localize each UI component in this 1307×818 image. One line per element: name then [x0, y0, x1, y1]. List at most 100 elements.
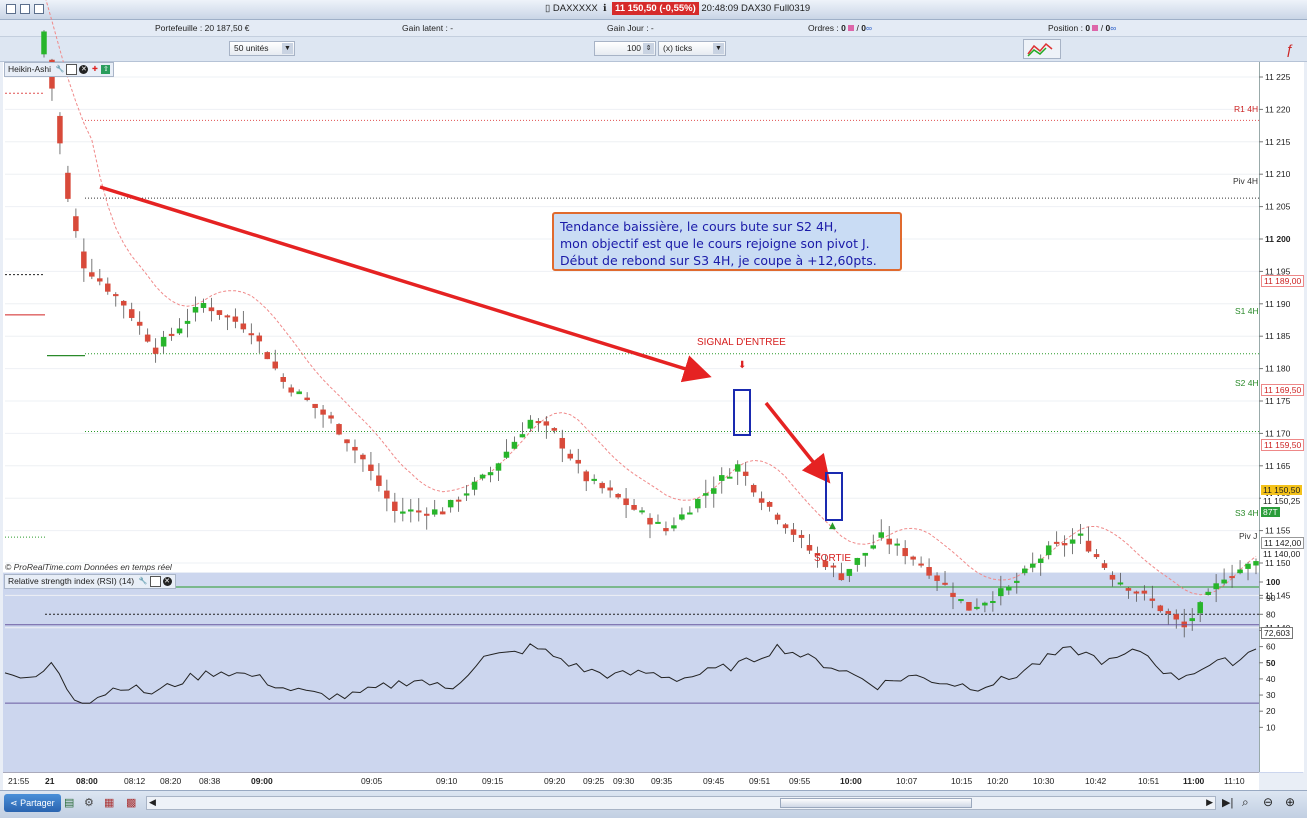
minimize-window-icon[interactable]: [20, 4, 30, 14]
s3-label: S3 4H: [1235, 508, 1259, 518]
candle-body: [1237, 569, 1243, 574]
candle-body: [400, 511, 406, 514]
info-icon[interactable]: ℹ: [603, 3, 607, 14]
price-tick-label: 11 175: [1265, 396, 1291, 406]
time-tick-label: 09:00: [251, 776, 273, 786]
rsi-tick-label: 100: [1266, 577, 1280, 587]
moving-average-path: [45, 0, 1257, 596]
candle-body: [1205, 591, 1211, 595]
price-tick-label: 11 200: [1265, 234, 1291, 244]
time-tick-label: 09:55: [789, 776, 811, 786]
scrollbar-thumb[interactable]: [780, 798, 972, 808]
wrench-icon[interactable]: 🔧: [55, 66, 65, 74]
ticks-value-input[interactable]: 100 ⇕: [594, 41, 656, 56]
fast-forward-icon[interactable]: ▶|: [1222, 797, 1234, 809]
price-axis[interactable]: [1259, 62, 1304, 772]
candle-body: [695, 498, 701, 509]
portfolio-icon[interactable]: ▩: [126, 797, 137, 809]
price-badge-140: 11 140,00: [1261, 549, 1303, 559]
candle-body: [766, 501, 773, 507]
scroll-left-icon[interactable]: ◀: [149, 797, 156, 807]
time-tick-label: 21: [45, 776, 55, 786]
time-tick-label: 09:20: [544, 776, 566, 786]
annotation-line: Tendance baissière, le cours bute sur S2…: [560, 219, 838, 234]
maximize-window-icon[interactable]: [34, 4, 44, 14]
chart-type-button[interactable]: [1023, 39, 1061, 59]
rsi-path: [4, 643, 1257, 704]
price-tick-label: 11 210: [1265, 169, 1291, 179]
candle-body: [280, 377, 286, 382]
heikin-ashi-panel-label[interactable]: Heikin-Ashi 🔧 ✕ ✚ ⇧: [4, 62, 115, 77]
link-icon: ∞: [866, 23, 873, 33]
zoom-out-icon[interactable]: ⊖: [1263, 795, 1274, 809]
price-tick-label: 11 225: [1265, 72, 1291, 82]
candle-body: [623, 498, 629, 506]
window-icon[interactable]: [66, 64, 78, 76]
rsi-panel-label[interactable]: Relative strength index (RSI) (14) 🔧 ✕: [4, 574, 176, 589]
candle-body: [1149, 598, 1156, 601]
candle-body: [264, 352, 271, 360]
candle-body: [423, 513, 430, 516]
zoom-fit-icon[interactable]: ⌕: [1242, 795, 1249, 809]
close-window-icon[interactable]: [6, 4, 16, 14]
share-icon: ⋖: [10, 798, 18, 808]
share-button[interactable]: ⋖ Partager: [4, 794, 61, 812]
account-info-bar: Portefeuille : 20 187,50 € Gain latent :…: [0, 20, 1307, 37]
link-icon: ∞: [1110, 23, 1117, 33]
time-tick-label: 11:00: [1183, 776, 1205, 786]
candle-body: [192, 306, 199, 313]
candle-body: [830, 565, 837, 568]
symbol-label[interactable]: DAXXXXX: [552, 3, 598, 14]
candle-body: [136, 321, 143, 326]
current-price-badge: 11 150,50: [1261, 485, 1303, 495]
arrow-up-icon[interactable]: ⇧: [101, 65, 111, 75]
candle-body: [89, 272, 95, 277]
position-info[interactable]: Position : 0 / 0∞: [1048, 23, 1117, 33]
candle-body: [998, 588, 1004, 597]
wrench-icon[interactable]: 🔧: [138, 578, 148, 586]
orders-book-icon[interactable]: ⚙: [84, 797, 94, 809]
scroll-right-icon[interactable]: ▶: [1206, 797, 1213, 807]
close-icon[interactable]: ✕: [79, 65, 89, 75]
orders-info[interactable]: Ordres : 0 / 0∞: [808, 23, 873, 33]
annotation-note[interactable]: Tendance baissière, le cours bute sur S2…: [552, 212, 902, 271]
ladder-icon[interactable]: ▤: [64, 797, 75, 809]
plus-icon[interactable]: ✚: [91, 66, 98, 74]
candle-body: [886, 538, 892, 545]
time-axis[interactable]: 21:55 21 08:00 08:12 08:20 08:38 09:00 09:05 09:…: [3, 772, 1259, 790]
candle-body: [958, 599, 964, 602]
ticks-unit-dropdown[interactable]: (x) ticks ▼: [658, 41, 726, 56]
time-tick-label: 08:00: [76, 776, 98, 786]
rsi-tick-label: 40: [1266, 674, 1276, 684]
stepper-icon[interactable]: ⇕: [643, 43, 654, 54]
candle-body: [1093, 554, 1100, 558]
trend-arrow: [99, 185, 712, 383]
candle-body: [272, 361, 278, 369]
candle-body: [822, 560, 829, 568]
candle-body: [120, 300, 127, 306]
close-icon[interactable]: ✕: [162, 577, 172, 587]
candle-body: [463, 493, 470, 496]
window-icon[interactable]: [149, 576, 161, 588]
trading-toolbar: 50 unités ▼ 100 ⇕ (x) ticks ▼ ƒ: [0, 37, 1307, 62]
candle-body: [902, 548, 908, 557]
candle-body: [1006, 586, 1012, 591]
zoom-in-icon[interactable]: ⊕: [1285, 795, 1296, 809]
horizontal-scrollbar[interactable]: ◀ ▶: [146, 796, 1216, 810]
price-tick-label: 11 145: [1265, 590, 1291, 600]
trade-list-icon[interactable]: ▦: [104, 797, 115, 809]
price-tick-label: 11 220: [1265, 104, 1291, 114]
units-dropdown[interactable]: 50 unités ▼: [229, 41, 295, 56]
candle-body: [918, 563, 924, 566]
candle-body: [1245, 563, 1251, 569]
candle-body: [671, 525, 677, 529]
candle-body: [583, 471, 589, 482]
candle-body: [679, 514, 685, 520]
price-badge: 11 150,50 (-0,55%): [611, 2, 699, 15]
candle-body: [726, 476, 733, 479]
add-indicator-icon[interactable]: ƒ: [1285, 40, 1299, 58]
gain-latent: Gain latent : -: [402, 23, 454, 33]
candle-body: [224, 315, 231, 318]
candle-body: [806, 545, 813, 551]
candle-body: [479, 474, 486, 479]
